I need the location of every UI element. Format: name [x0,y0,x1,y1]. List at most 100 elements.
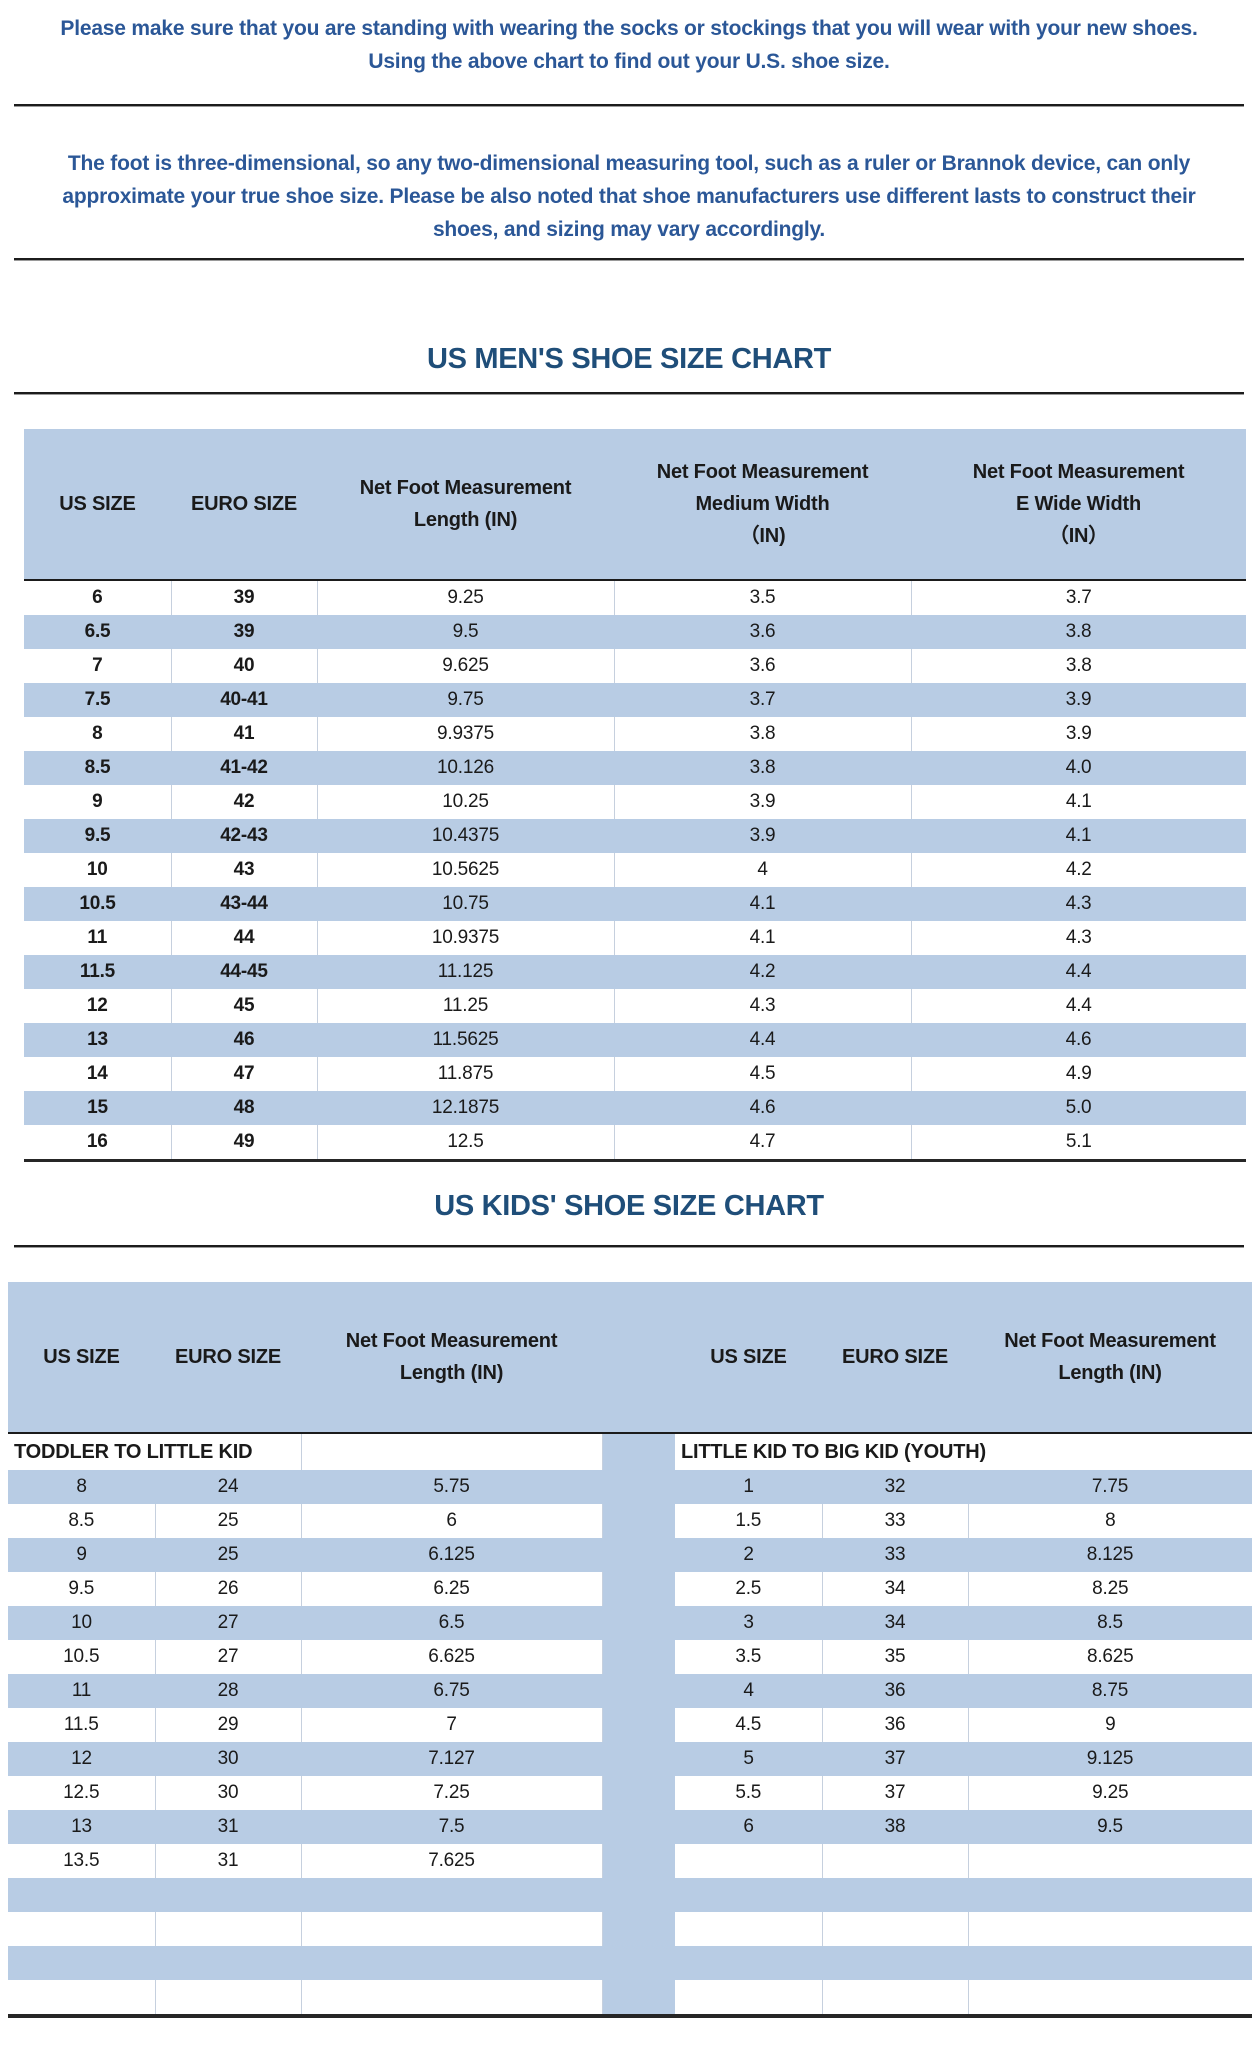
cell: 6 [675,1810,822,1844]
cell: 4.5 [675,1708,823,1742]
cell [822,1878,968,1912]
table-row: 12.5 30 7.25 5.5 37 9.25 [8,1776,1252,1810]
cell [822,1980,969,2016]
cell: 10 [8,1606,155,1640]
cell: 31 [155,1810,301,1844]
cell [675,1844,823,1878]
table-row: 6 39 9.25 3.5 3.7 [24,580,1246,615]
cell: 4.9 [1065,1063,1092,1084]
cell: 13 [87,1029,108,1050]
kids-chart-title: US KIDS' SHOE SIZE CHART [434,1190,824,1222]
intro-line-1: Please make sure that you are standing w… [60,17,1198,40]
cell: 47 [171,1057,318,1091]
cell: 3.8 [614,717,912,751]
table-row: 7 40 9.625 3.6 3.8 [24,649,1246,683]
table-row: 8.5 25 6 1.5 33 8 [8,1504,1252,1538]
table-row: 9 42 10.25 3.9 4.1 [24,785,1246,819]
table-row: 8 41 9.9375 3.8 3.9 [24,717,1246,751]
cell: 40-41 [220,689,268,710]
cell: 9 [1105,1714,1116,1735]
cell: 6.125 [301,1538,602,1572]
cell: 39 [233,621,255,642]
cell: 30 [155,1776,302,1810]
column-header: EURO SIZE [822,1282,968,1434]
cell: 13.5 [8,1844,156,1878]
cell: 11.5 [79,961,116,982]
spacer-cell [602,1504,675,1538]
cell [301,1912,603,1946]
cell: 4.3 [1065,927,1092,948]
table-row: 13 46 11.5625 4.4 4.6 [24,1023,1246,1057]
cell: 32 [822,1470,968,1504]
cell: 5.5 [675,1776,823,1810]
youth-section-label: LITTLE KID TO BIG KID (YOUTH) [681,1440,986,1463]
cell: 29 [155,1708,302,1742]
cell [675,1878,822,1912]
table-row: 15 48 12.1875 4.6 5.0 [24,1091,1246,1125]
mens-size-table: US SIZE EURO SIZE Net Foot Measurement Len… [24,429,1246,1162]
cell: 8.625 [1086,1646,1134,1667]
cell: 13 [8,1810,155,1844]
table-row: 7.5 40-41 9.75 3.7 3.9 [24,683,1246,717]
column-header: US SIZE [8,1282,155,1434]
column-header: US SIZE [24,429,171,581]
cell: 3.6 [614,649,912,683]
cell: 5.0 [1065,1097,1092,1118]
cell [968,1912,1252,1946]
spacer-cell [602,1674,675,1708]
cell: 3.6 [749,621,776,642]
cell [968,1946,1252,1980]
cell [8,1912,156,1946]
cell: 31 [155,1844,302,1878]
cell: 10.4375 [431,825,500,846]
table-row: 12 30 7.127 5 37 9.125 [8,1742,1252,1776]
cell: 4.7 [614,1125,912,1161]
cell: 35 [822,1640,969,1674]
cell: 4.3 [614,989,912,1023]
spacer-cell [602,1844,675,1878]
divider [14,1245,1244,1248]
cell [8,1980,156,2016]
kids-section-labels: TODDLER TO LITTLE KID LITTLE KID TO BIG … [8,1433,1252,1470]
cell [675,1912,823,1946]
table-row: 9.5 26 6.25 2.5 34 8.25 [8,1572,1252,1606]
column-header: Net Foot Measurement E Wide Width （IN） [911,429,1246,581]
cell: 4.2 [749,961,776,982]
cell: 10.9375 [317,921,615,955]
cell: 5.1 [1065,1131,1092,1152]
cell: 6.625 [301,1640,603,1674]
cell: 11.875 [317,1057,615,1091]
cell [968,1980,1252,2016]
table-row: 11.5 29 7 4.5 36 9 [8,1708,1252,1742]
cell: 5.75 [301,1470,602,1504]
table-row: 10.5 43-44 10.75 4.1 4.3 [24,887,1246,921]
cell: 4.1 [1065,791,1092,812]
cell: 34 [822,1606,968,1640]
cell: 9.75 [447,689,484,710]
cell: 10.5625 [317,853,615,887]
cell [675,1946,822,1980]
cell: 6.75 [301,1674,602,1708]
cell: 4.4 [749,1029,776,1050]
cell: 6.5 [301,1606,602,1640]
cell [822,1946,968,1980]
cell: 26 [155,1572,302,1606]
kids-size-table: US SIZE EURO SIZE Net Foot Measurement Len… [8,1282,1252,2018]
column-header: US SIZE [675,1282,822,1434]
cell: 8 [8,1470,155,1504]
cell: 7.5 [84,689,111,710]
cell: 39 [171,580,318,615]
table-row: 9 25 6.125 2 33 8.125 [8,1538,1252,1572]
cell: 2.5 [675,1572,823,1606]
cell: 36 [822,1674,968,1708]
cell: 33 [822,1504,969,1538]
table-row [8,1878,1252,1912]
spacer-cell [602,1946,675,1980]
cell: 49 [171,1125,318,1161]
spacer-cell [602,1742,675,1776]
cell: 30 [155,1742,301,1776]
cell: 7.75 [968,1470,1252,1504]
cell: 7.25 [301,1776,603,1810]
note-text: The foot is three-dimensional, so any tw… [62,152,1196,241]
column-header: Net Foot Measurement Length (IN) [301,1282,602,1434]
